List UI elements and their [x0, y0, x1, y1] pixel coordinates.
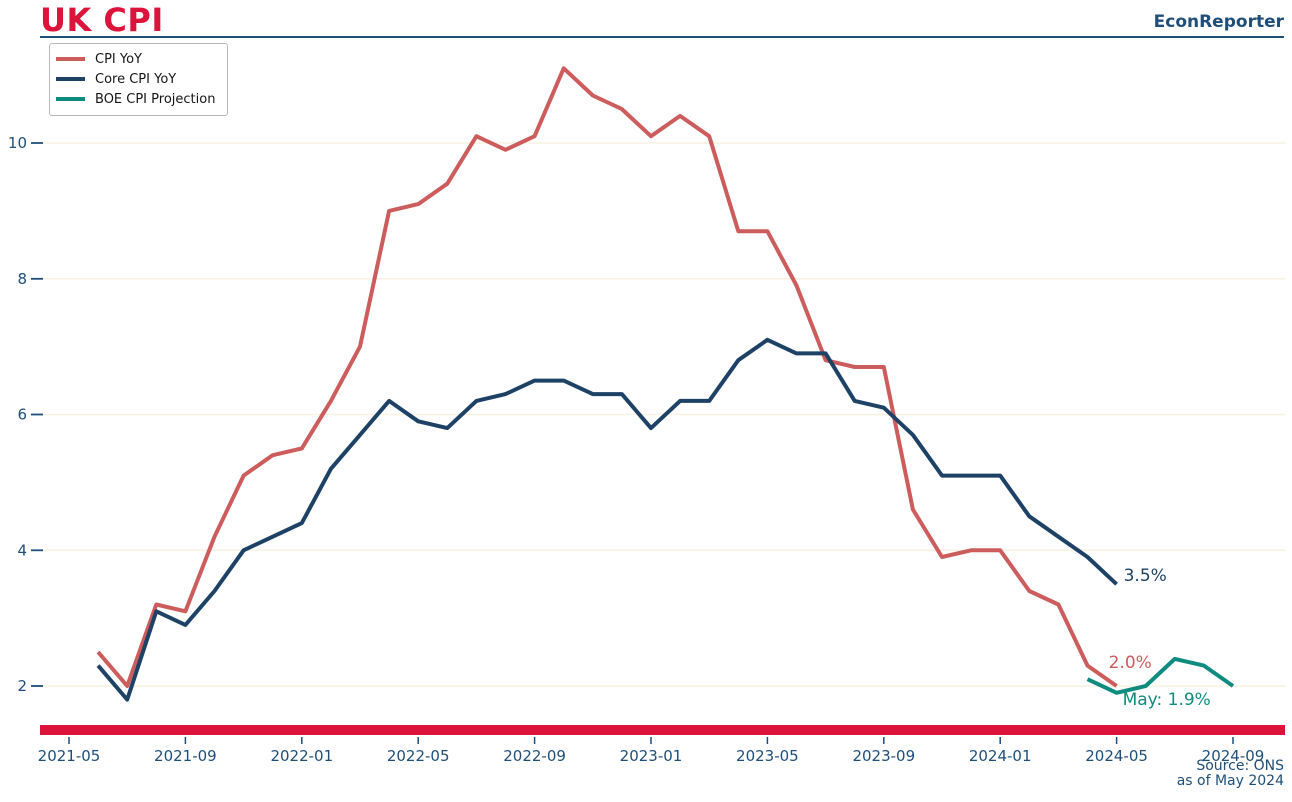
x-axis-bar — [40, 725, 1285, 735]
chart-legend: CPI YoY Core CPI YoY BOE CPI Projection — [49, 43, 228, 116]
y-tick-label-2: 2 — [17, 677, 27, 695]
y-tick-label-8: 8 — [17, 270, 27, 288]
page-title: UK CPI — [40, 1, 164, 39]
y-tick-label-10: 10 — [8, 134, 27, 152]
annotation-3-5: 3.5% — [1124, 566, 1167, 586]
legend-label: BOE CPI Projection — [95, 91, 216, 107]
source-line: Source: ONS — [1196, 758, 1284, 774]
y-tick-label-4: 4 — [17, 541, 27, 559]
boe-cpi-projection-line — [1086, 656, 1235, 695]
as-of-line: as of May 2024 — [1176, 773, 1284, 789]
legend-item-boe-projection: BOE CPI Projection — [56, 89, 221, 109]
x-tick-label-2021-09: 2021-09 — [154, 747, 217, 765]
y-tick-label-6: 6 — [17, 406, 27, 424]
cpi-yoy-line — [96, 66, 1118, 688]
x-tick-label-2022-09: 2022-09 — [503, 747, 566, 765]
x-tick-label-2024-09: 2024-09 — [1202, 747, 1265, 765]
x-tick-label-2024-01: 2024-01 — [969, 747, 1032, 765]
x-tick-label-2024-05: 2024-05 — [1085, 747, 1148, 765]
legend-label: CPI YoY — [95, 51, 142, 67]
brand-label: EconReporter — [1153, 12, 1284, 32]
header-rule — [40, 36, 1284, 38]
annotation-2-0: 2.0% — [1109, 653, 1152, 673]
source-note: Source: ONS as of May 2024 — [1177, 759, 1284, 789]
legend-label: Core CPI YoY — [95, 71, 177, 87]
core-cpi-yoy-swatch — [56, 77, 85, 81]
x-tick-label-2023-09: 2023-09 — [852, 747, 915, 765]
x-tick-label-2022-05: 2022-05 — [387, 747, 450, 765]
legend-item-core-cpi-yoy: Core CPI YoY — [56, 69, 221, 89]
x-tick-label-2023-01: 2023-01 — [620, 747, 683, 765]
boe-projection-swatch — [56, 97, 85, 101]
legend-item-cpi-yoy: CPI YoY — [56, 49, 221, 69]
x-tick-label-2022-01: 2022-01 — [270, 747, 333, 765]
x-tick-label-2023-05: 2023-05 — [736, 747, 799, 765]
cpi-yoy-swatch — [56, 57, 85, 61]
annotation-may-1-9: May: 1.9% — [1123, 690, 1211, 710]
core-cpi-yoy-line — [96, 337, 1118, 702]
x-tick-label-2021-05: 2021-05 — [38, 747, 101, 765]
